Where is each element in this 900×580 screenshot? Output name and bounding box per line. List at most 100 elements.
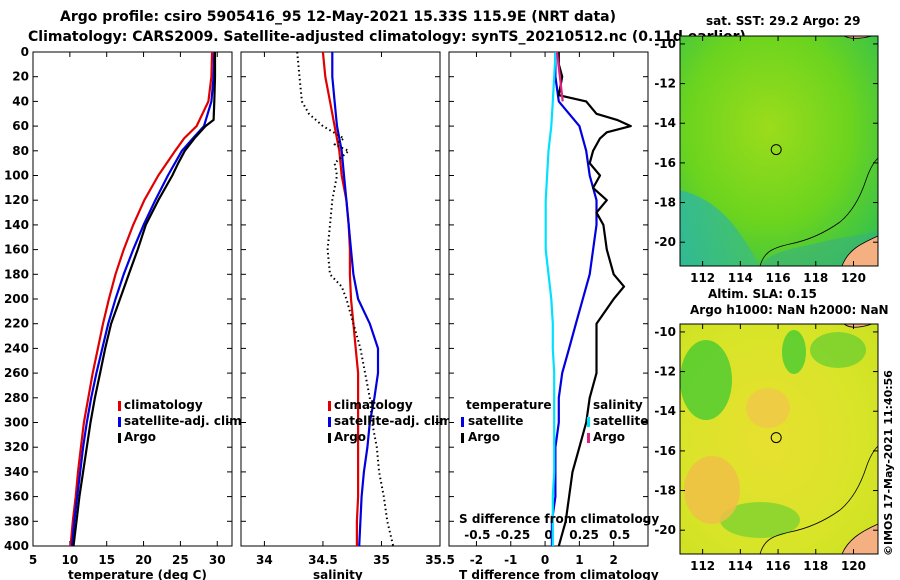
difference-plot-frame [448, 51, 649, 547]
map-x-tick-label: 112 [690, 559, 715, 573]
map-y-tick-label: -10 [654, 37, 676, 51]
legend-label-satellite: satellite-adj. clim. [124, 414, 246, 428]
top-x-tick-label: 0.25 [569, 528, 599, 542]
x-tick-label: 15 [98, 553, 115, 567]
series-line-salinity-argo [555, 51, 564, 102]
y-tick-label: 0 [21, 45, 29, 59]
difference-legend: temperature satellite Argo salinity sate… [461, 398, 648, 444]
salinity-panel: 34 34.5 35 35.5 salinity climatology satell… [240, 51, 456, 580]
map-y-tick-label: -16 [654, 156, 676, 170]
map-x-tick-label: 118 [803, 271, 828, 285]
series-line-temperature-argo [557, 52, 632, 547]
legend-title-temperature: temperature [466, 398, 551, 412]
top-x-tick-label: 0.5 [609, 528, 630, 542]
sla-high-region [746, 388, 790, 428]
difference-xlabel: T difference from climatology [459, 568, 659, 580]
legend-swatch-climatology [118, 401, 121, 411]
legend-swatch-climatology [328, 401, 331, 411]
x-tick-label: 34 [256, 553, 273, 567]
x-tick-label: 25 [172, 553, 189, 567]
map-x-tick-label: 116 [766, 271, 791, 285]
series-line-salinity-satellite [544, 51, 557, 546]
difference-panel: -2 -1 0 1 2 -0.5 -0.25 0 0.25 0.5 T difference fr… [448, 51, 659, 580]
y-tick-label: 20 [12, 70, 29, 84]
x-tick-label: 2 [610, 553, 618, 567]
argo-location-marker [770, 144, 782, 156]
map-y-tick-label: -20 [654, 235, 676, 249]
legend-swatch-argo [328, 433, 331, 443]
y-tick-label: 220 [4, 317, 29, 331]
map-y-tick-label: -12 [654, 77, 676, 91]
sla-low-region [810, 332, 866, 368]
legend-label-temperature-satellite: satellite [468, 414, 523, 428]
map-x-tick-label: 118 [803, 559, 828, 573]
legend-label-climatology: climatology [124, 398, 203, 412]
series-line-temperature-satellite [550, 52, 598, 546]
legend-label-temperature-argo: Argo [468, 430, 500, 444]
top-x-tick-label: 0 [544, 528, 552, 542]
y-tick-label: 260 [4, 366, 29, 380]
x-tick-label: 1 [575, 553, 583, 567]
temperature-plot-frame [32, 51, 233, 547]
legend-swatch-salinity-argo [587, 433, 590, 443]
legend-label-salinity-satellite: satellite [593, 414, 648, 428]
series-line-climatology [69, 51, 214, 547]
x-tick-label: 10 [62, 553, 79, 567]
legend-swatch-temperature-satellite [461, 417, 464, 427]
sla-low-region [720, 502, 800, 538]
legend-swatch-argo [118, 433, 121, 443]
y-tick-label: 40 [12, 94, 29, 108]
map-y-tick-label: -14 [654, 116, 676, 130]
map-y-tick-label: -20 [654, 523, 676, 537]
legend-swatch-temperature-argo [461, 433, 464, 443]
y-tick-label: 100 [4, 169, 29, 183]
x-tick-label: 35.5 [425, 553, 455, 567]
sst-map: sat. SST: 29.2 Argo: 29 112 114 116 118 120 -… [654, 14, 879, 285]
series-line-argo [72, 52, 217, 547]
series-line-argo [296, 51, 395, 547]
y-tick-label: 180 [4, 267, 29, 281]
y-tick-label: 340 [4, 465, 29, 479]
salinity-legend: climatology satellite-adj. clim. Argo [328, 398, 456, 444]
x-tick-label: -2 [470, 553, 483, 567]
y-tick-label: 280 [4, 391, 29, 405]
x-tick-label: 30 [209, 553, 226, 567]
series-line-satellite-adj-clim- [71, 51, 216, 547]
legend-swatch-satellite [118, 417, 121, 427]
map-y-tick-label: -18 [654, 196, 676, 210]
sla-map-title-line-1: Altim. SLA: 0.15 [708, 287, 817, 301]
map-x-tick-label: 116 [766, 559, 791, 573]
y-tick-label: 120 [4, 193, 29, 207]
coastline-contour [759, 157, 879, 267]
x-tick-label: 5 [29, 553, 37, 567]
x-tick-label: 20 [135, 553, 152, 567]
legend-label-climatology: climatology [334, 398, 413, 412]
y-tick-label: 80 [12, 144, 29, 158]
y-tick-label: 380 [4, 514, 29, 528]
salinity-plot-frame [240, 51, 441, 547]
x-tick-label: -1 [504, 553, 517, 567]
map-x-tick-label: 120 [841, 559, 866, 573]
title-line-1: Argo profile: csiro 5905416_95 12-May-20… [60, 9, 616, 25]
y-tick-label: 360 [4, 490, 29, 504]
legend-label-argo: Argo [334, 430, 366, 444]
sla-map: Altim. SLA: 0.15 Argo h1000: NaN h2000: … [654, 287, 888, 573]
y-tick-label: 160 [4, 243, 29, 257]
sst-cool-region [680, 190, 760, 266]
top-x-tick-label: -0.25 [496, 528, 531, 542]
y-tick-label: 300 [4, 416, 29, 430]
temperature-xlabel: temperature (deg C) [68, 568, 207, 580]
coastline-contour [759, 445, 879, 555]
map-x-tick-label: 114 [728, 271, 753, 285]
y-tick-label: 400 [4, 539, 29, 553]
sla-map-title-line-2: Argo h1000: NaN h2000: NaN [690, 303, 889, 317]
map-y-tick-label: -12 [654, 365, 676, 379]
sst-map-frame [679, 35, 879, 267]
y-tick-label: 200 [4, 292, 29, 306]
legend-swatch-satellite [328, 417, 331, 427]
x-tick-label: 0 [541, 553, 549, 567]
temperature-legend: climatology satellite-adj. clim. Argo [118, 398, 246, 444]
y-tick-label: 140 [4, 218, 29, 232]
legend-swatch-salinity-satellite [587, 417, 590, 427]
